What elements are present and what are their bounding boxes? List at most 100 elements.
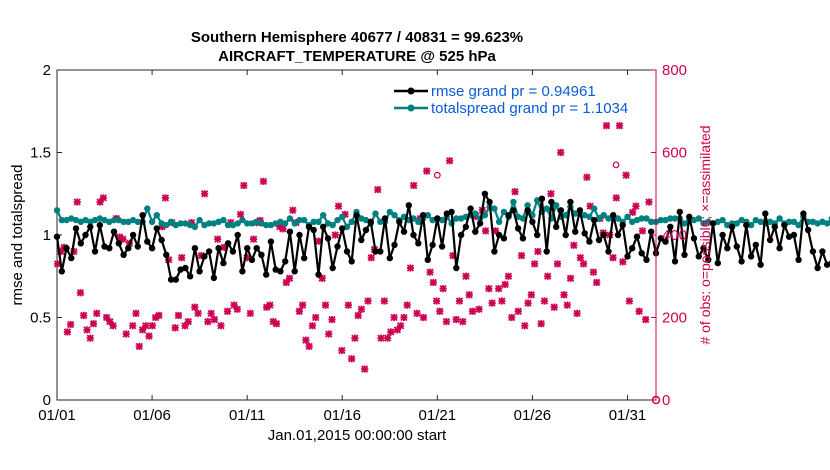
obs-count-marker — [83, 326, 91, 334]
totalspread-point — [329, 221, 336, 229]
obs-count-marker — [184, 317, 192, 326]
totalspread-point — [248, 220, 256, 227]
rmse-point — [595, 236, 603, 244]
obs-count-marker — [423, 167, 431, 175]
rmse-point — [320, 223, 327, 230]
rmse-point — [495, 231, 503, 239]
rmse-point — [186, 273, 194, 280]
rmse-point — [96, 221, 104, 229]
obs-count-marker — [468, 307, 477, 315]
legend-rmse-marker — [407, 87, 415, 95]
obs-possible-marker — [433, 171, 441, 179]
obs-count-marker — [63, 328, 72, 336]
rmse-point — [372, 248, 379, 255]
obs-count-marker — [481, 227, 490, 235]
rmse-point — [790, 231, 798, 239]
obs-count-marker — [383, 334, 392, 342]
totalspread-point — [657, 216, 664, 224]
rmse-point — [728, 223, 736, 230]
obs-count-marker — [76, 289, 85, 297]
rmse-point — [476, 220, 484, 227]
rmse-point — [253, 245, 260, 252]
rmse-point — [158, 236, 165, 244]
rmse-point — [244, 245, 251, 252]
y-left-tick-label: 1.5 — [30, 145, 51, 162]
rmse-point — [472, 228, 479, 235]
rmse-point — [263, 271, 270, 278]
rmse-point — [224, 240, 232, 247]
totalspread-point — [120, 218, 127, 225]
obs-count-marker — [602, 122, 611, 130]
totalspread-point — [286, 215, 294, 222]
obs-count-marker — [367, 254, 375, 262]
rmse-point — [144, 238, 151, 245]
obs-count-marker — [142, 322, 150, 330]
obs-count-marker — [638, 227, 647, 235]
obs-count-marker — [413, 309, 421, 318]
totalspread-point — [234, 220, 241, 227]
rmse-point — [267, 238, 275, 245]
obs-count-marker — [80, 311, 88, 320]
obs-count-marker — [298, 301, 307, 309]
rmse-point — [210, 274, 218, 282]
rmse-point — [524, 207, 531, 214]
rmse-point — [481, 190, 489, 197]
rmse-point — [657, 235, 664, 242]
rmse-point — [358, 236, 365, 244]
obs-count-marker — [331, 231, 339, 239]
totalspread-point — [795, 221, 802, 229]
obs-count-marker — [174, 311, 183, 320]
totalspread-point — [220, 216, 227, 224]
rmse-point — [91, 248, 99, 255]
rmse-point — [462, 223, 469, 230]
totalspread-point — [144, 205, 151, 212]
rmse-point — [591, 216, 598, 224]
totalspread-point — [348, 218, 355, 225]
obs-count-marker — [387, 328, 395, 336]
rmse-point — [429, 241, 436, 249]
totalspread-point — [163, 221, 170, 229]
obs-count-marker — [266, 301, 274, 309]
rmse-point — [448, 208, 455, 216]
rmse-point — [543, 248, 550, 255]
obs-count-marker — [249, 235, 258, 243]
obs-count-marker — [135, 342, 143, 351]
rmse-point — [457, 231, 465, 239]
rmse-point — [700, 245, 707, 252]
rmse-point — [72, 225, 80, 232]
rmse-point — [201, 253, 208, 260]
obs-count-marker — [429, 278, 437, 287]
rmse-point — [548, 198, 555, 206]
totalspread-point — [63, 216, 70, 224]
rmse-point — [163, 251, 170, 258]
rmse-point — [234, 231, 241, 239]
totalspread-point — [553, 202, 560, 209]
totalspread-point — [614, 215, 622, 222]
rmse-point — [391, 241, 398, 249]
rmse-point — [172, 276, 179, 283]
rmse-point — [424, 256, 431, 263]
totalspread-point — [814, 220, 821, 227]
totalspread-point — [115, 216, 123, 224]
rmse-point — [129, 231, 137, 239]
obs-count-marker — [465, 291, 473, 299]
totalspread-point — [320, 212, 327, 219]
obs-count-marker — [93, 309, 101, 318]
rmse-point — [823, 261, 830, 268]
rmse-point — [153, 225, 160, 232]
totalspread-point — [438, 216, 446, 224]
obs-count-marker — [406, 264, 415, 272]
totalspread-point — [500, 208, 508, 216]
obs-count-marker — [191, 303, 199, 311]
rmse-point — [343, 248, 351, 255]
totalspread-point — [301, 216, 308, 224]
rmse-point — [139, 212, 146, 219]
obs-count-marker — [635, 307, 643, 315]
rmse-point — [766, 236, 774, 244]
totalspread-point — [224, 221, 232, 229]
rmse-point — [667, 223, 674, 230]
obs-count-marker — [530, 260, 539, 268]
obs-count-marker — [400, 313, 408, 322]
totalspread-point — [339, 213, 346, 220]
